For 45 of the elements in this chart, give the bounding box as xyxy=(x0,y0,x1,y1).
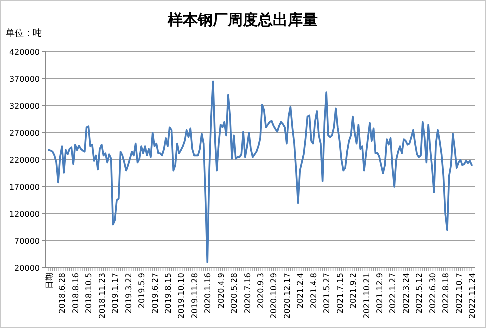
line-series xyxy=(48,80,473,264)
x-tick-label: 2019.11.28 xyxy=(190,273,200,319)
y-tick-label: 420000 xyxy=(9,48,40,57)
y-tick-label: 370000 xyxy=(9,75,40,84)
y-tick-label: 220000 xyxy=(9,156,40,165)
x-tick-label: 2022.8.18 xyxy=(442,273,451,314)
x-tick-label: 2019.3.22 xyxy=(124,273,134,314)
x-tick-label: 2022.10.7 xyxy=(454,273,464,314)
x-tick-label: 2019.5.9 xyxy=(138,273,147,309)
y-tick-label: 70000 xyxy=(14,237,40,246)
x-tick-label: 2018.10.5 xyxy=(84,273,94,314)
y-tick-label: 320000 xyxy=(9,102,40,111)
x-tick-label: 2021.10.21 xyxy=(362,273,372,319)
y-tick-label: 120000 xyxy=(9,210,40,219)
x-tick-label: 2020.9.3 xyxy=(256,273,266,309)
x-tick-label: 2020.7.16 xyxy=(243,273,252,314)
y-tick-label: 270000 xyxy=(9,129,40,138)
chart-title: 样本钢厂周度总出库量 xyxy=(167,11,318,29)
x-tick-label: 2020.4.9 xyxy=(216,273,226,309)
x-tick-label: 2019.10.10 xyxy=(177,273,186,319)
x-tick-label: 2020.1.16 xyxy=(204,273,213,314)
x-tick-label: 2020.5.28 xyxy=(230,273,240,314)
x-tick-label: 2021.5.27 xyxy=(322,273,332,314)
x-tick-label: 2021.4.8 xyxy=(309,273,318,309)
x-tick-label: 2021.12.9 xyxy=(375,273,384,314)
x-tick-label: 2020.12.17 xyxy=(282,273,292,319)
x-tick-label: 2021.7.15 xyxy=(336,273,345,314)
y-tick-label: 170000 xyxy=(9,183,40,192)
y-tick-label: 20000 xyxy=(14,264,40,273)
x-tick-label: 2022.5.12 xyxy=(415,273,424,314)
x-tick-label: 2022.1.27 xyxy=(388,273,398,314)
x-tick-label: 2022.11.24 xyxy=(468,273,477,319)
x-tick-label: 2021.2.4 xyxy=(296,273,306,309)
x-tick-label: 2019.8.15 xyxy=(164,273,173,314)
text: 单位：吨 xyxy=(6,28,42,39)
x-tick-label: 2022.3.24 xyxy=(402,273,411,314)
x-tick-label: 2021.9.2 xyxy=(349,273,358,309)
x-tick-label: 2019.1.17 xyxy=(111,273,120,314)
x-tick-label: 2020.10.29 xyxy=(270,273,279,319)
x-tick-label: 2018.8.16 xyxy=(71,273,80,314)
x-tick-label: 2022.6.30 xyxy=(428,273,438,314)
x-tick-label: 2018.11.23 xyxy=(98,273,107,319)
x-tick-label: 2019.6.27 xyxy=(150,273,160,314)
x-tick-label: 2018.6.28 xyxy=(58,273,68,314)
x-tick-label: 日期 xyxy=(45,273,54,289)
